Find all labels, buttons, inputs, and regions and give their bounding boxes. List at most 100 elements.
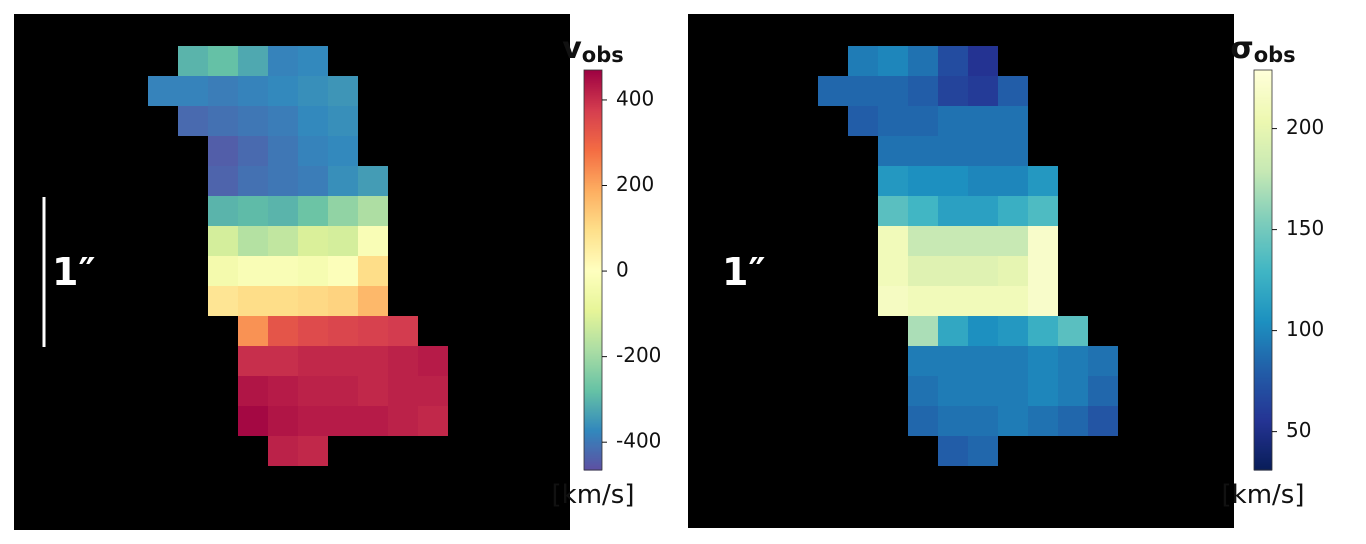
colorbar-segment bbox=[584, 352, 602, 355]
pixel bbox=[298, 166, 328, 196]
colorbar-segment bbox=[1254, 106, 1272, 109]
colorbar-segment bbox=[584, 354, 602, 357]
pixel bbox=[238, 256, 268, 286]
colorbar-segment bbox=[1254, 348, 1272, 351]
subscript: obs bbox=[582, 43, 624, 67]
colorbar-segment bbox=[1254, 194, 1272, 197]
colorbar-segment bbox=[1254, 198, 1272, 201]
colorbar-segment bbox=[1254, 256, 1272, 259]
colorbar-segment bbox=[584, 160, 602, 163]
colorbar-segment bbox=[1254, 390, 1272, 393]
pixel bbox=[878, 196, 908, 226]
colorbar-segment bbox=[584, 284, 602, 287]
colorbar-segment bbox=[584, 292, 602, 295]
colorbar-segment bbox=[1254, 432, 1272, 435]
colorbar-segment bbox=[1254, 242, 1272, 245]
colorbar-segment bbox=[1254, 296, 1272, 299]
colorbar-segment bbox=[1254, 222, 1272, 225]
pixel bbox=[268, 406, 298, 436]
pixel bbox=[298, 346, 328, 376]
pixel bbox=[328, 286, 358, 316]
colorbar-segment bbox=[1254, 452, 1272, 455]
colorbar-segment bbox=[1254, 376, 1272, 379]
colorbar-segment bbox=[584, 212, 602, 215]
colorbar-segment bbox=[584, 136, 602, 139]
colorbar-segment bbox=[1254, 370, 1272, 373]
colorbar-segment bbox=[1254, 196, 1272, 199]
colorbar-segment bbox=[1254, 396, 1272, 399]
pixel bbox=[328, 406, 358, 436]
colorbar-segment bbox=[1254, 270, 1272, 273]
colorbar-segment bbox=[584, 128, 602, 131]
colorbar-segment bbox=[584, 114, 602, 117]
colorbar-segment bbox=[584, 282, 602, 285]
colorbar-segment bbox=[1254, 176, 1272, 179]
colorbar-segment bbox=[1254, 274, 1272, 277]
pixel bbox=[328, 256, 358, 286]
pixel bbox=[268, 166, 298, 196]
colorbar-segment bbox=[1254, 244, 1272, 247]
colorbar-tick-label: -200 bbox=[616, 343, 661, 367]
colorbar-segment bbox=[584, 134, 602, 137]
colorbar-segment bbox=[584, 426, 602, 429]
colorbar-segment bbox=[1254, 216, 1272, 219]
pixel bbox=[358, 196, 388, 226]
pixel bbox=[818, 76, 848, 106]
colorbar-segment bbox=[1254, 454, 1272, 457]
colorbar-segment bbox=[1254, 268, 1272, 271]
colorbar-segment bbox=[584, 92, 602, 95]
colorbar-segment bbox=[1254, 340, 1272, 343]
colorbar-segment bbox=[584, 182, 602, 185]
pixel bbox=[878, 166, 908, 196]
pixel bbox=[328, 226, 358, 256]
colorbar-segment bbox=[584, 248, 602, 251]
pixel bbox=[908, 376, 938, 406]
colorbar-segment bbox=[584, 406, 602, 409]
colorbar-segment bbox=[1254, 84, 1272, 87]
colorbar-segment bbox=[1254, 212, 1272, 215]
colorbar-segment bbox=[1254, 140, 1272, 143]
colorbar-segment bbox=[1254, 208, 1272, 211]
pixel bbox=[938, 406, 968, 436]
pixel bbox=[238, 226, 268, 256]
colorbar-segment bbox=[1254, 386, 1272, 389]
colorbar-segment bbox=[584, 146, 602, 149]
colorbar-segment bbox=[1254, 166, 1272, 169]
pixel bbox=[178, 106, 208, 136]
colorbar-segment bbox=[1254, 262, 1272, 265]
pixel bbox=[358, 256, 388, 286]
colorbar-segment bbox=[1254, 190, 1272, 193]
colorbar-segment bbox=[584, 262, 602, 265]
colorbar-segment bbox=[584, 208, 602, 211]
colorbar-segment bbox=[1254, 104, 1272, 107]
colorbar-segment bbox=[1254, 226, 1272, 229]
colorbar-segment bbox=[584, 442, 602, 445]
colorbar-segment bbox=[1254, 118, 1272, 121]
colorbar-segment bbox=[584, 286, 602, 289]
pixel bbox=[908, 316, 938, 346]
pixel bbox=[238, 136, 268, 166]
colorbar-segment bbox=[584, 330, 602, 333]
colorbar-segment bbox=[584, 318, 602, 321]
colorbar-segment bbox=[584, 110, 602, 113]
colorbar-segment bbox=[584, 334, 602, 337]
pixel bbox=[238, 346, 268, 376]
colorbar-segment bbox=[584, 462, 602, 465]
colorbar-segment bbox=[1254, 384, 1272, 387]
colorbar-segment bbox=[1254, 78, 1272, 81]
colorbar-segment bbox=[584, 224, 602, 227]
colorbar-segment bbox=[1254, 76, 1272, 79]
pixel bbox=[908, 76, 938, 106]
pixel bbox=[968, 76, 998, 106]
colorbar-frame bbox=[1253, 69, 1273, 471]
colorbar-segment bbox=[584, 112, 602, 115]
colorbar-segment bbox=[584, 460, 602, 463]
pixel bbox=[328, 166, 358, 196]
colorbar-segment bbox=[584, 358, 602, 361]
scale-label: 1″ bbox=[722, 250, 765, 294]
pixel bbox=[1088, 376, 1118, 406]
colorbar-segment bbox=[584, 242, 602, 245]
colorbar-segment bbox=[584, 322, 602, 325]
colorbar-segment bbox=[1254, 260, 1272, 263]
pixel bbox=[968, 286, 998, 316]
